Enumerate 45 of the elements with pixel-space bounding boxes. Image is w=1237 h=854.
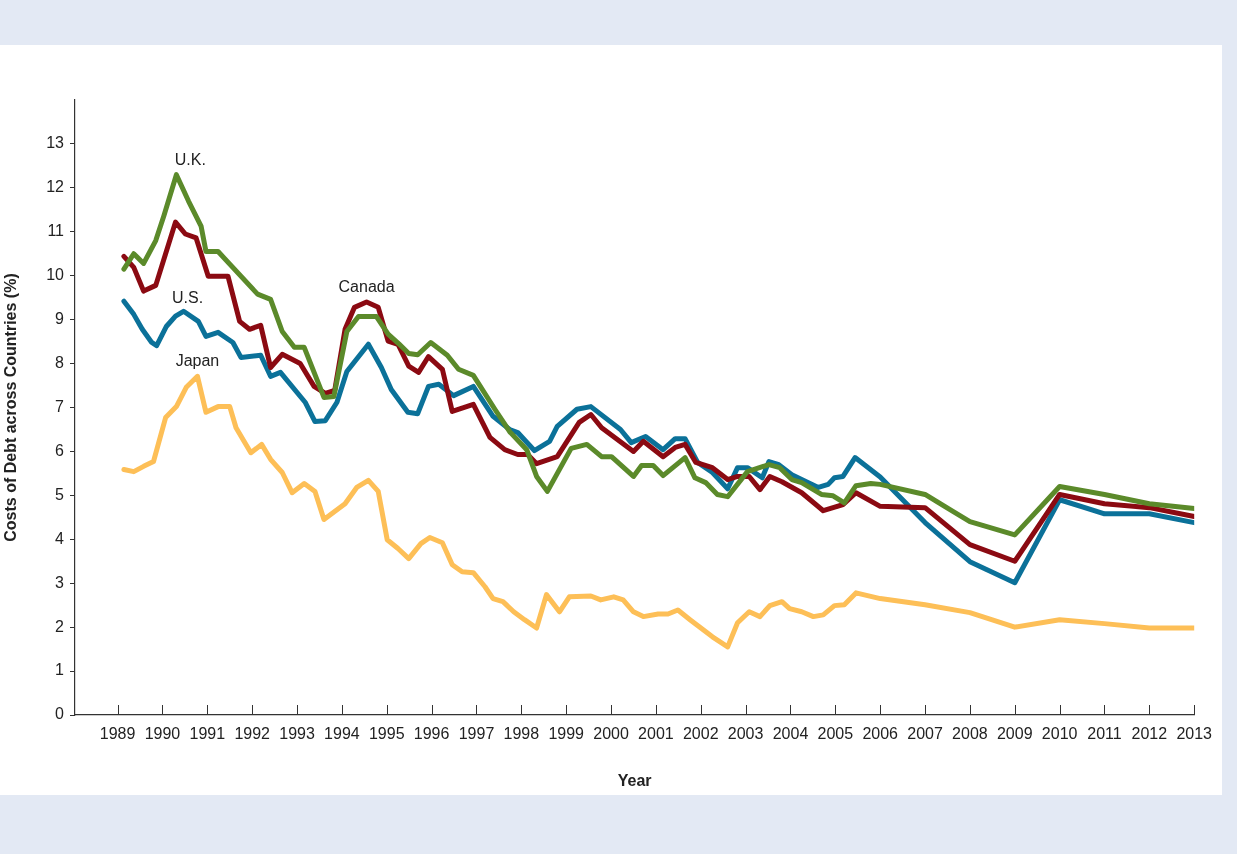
series-label: Canada xyxy=(338,278,395,296)
x-tick-label: 2004 xyxy=(772,725,809,743)
y-tick-label: 5 xyxy=(55,485,65,503)
x-tick-label: 2010 xyxy=(1041,725,1078,743)
x-tick-label: 2000 xyxy=(593,725,629,743)
series-label: U.K. xyxy=(174,151,206,169)
y-tick-label: 6 xyxy=(55,441,65,459)
x-tick-label: 2005 xyxy=(817,725,854,743)
x-tick-label: 1992 xyxy=(234,725,271,743)
y-tick-label: 7 xyxy=(55,397,65,415)
x-tick-label: 1995 xyxy=(368,725,405,743)
x-tick-label: 1998 xyxy=(503,725,540,743)
y-tick-label: 1 xyxy=(55,661,65,679)
x-tick-label: 2013 xyxy=(1176,725,1213,743)
y-tick-label: 2 xyxy=(55,617,65,635)
x-tick-label: 2008 xyxy=(952,725,988,743)
x-tick-label: 1997 xyxy=(458,725,495,743)
y-tick-label: 10 xyxy=(46,266,65,284)
x-tick-label: 2009 xyxy=(996,725,1033,743)
y-tick-label: 11 xyxy=(47,222,65,240)
y-tick-label: 13 xyxy=(46,134,65,152)
x-tick-label: 2003 xyxy=(727,725,764,743)
series-label: U.S. xyxy=(171,288,204,306)
x-tick-label: 2007 xyxy=(907,725,943,743)
y-tick-label: 3 xyxy=(55,573,65,591)
y-tick-label: 8 xyxy=(55,353,65,371)
x-tick-label: 1994 xyxy=(324,725,360,743)
x-tick-label: 1989 xyxy=(99,725,136,743)
series-label: Japan xyxy=(175,351,220,369)
x-tick-label: 1993 xyxy=(279,725,315,743)
y-tick-label: 4 xyxy=(55,529,65,547)
x-tick-label: 2006 xyxy=(862,725,899,743)
y-tick-label: 12 xyxy=(46,178,65,196)
y-axis-title: Costs of Debt across Countries (%) xyxy=(2,273,20,542)
x-tick-label: 1990 xyxy=(144,725,181,743)
x-tick-label: 2012 xyxy=(1131,725,1168,743)
x-tick-label: 2002 xyxy=(682,725,719,743)
x-tick-label: 2001 xyxy=(638,725,674,743)
x-tick-label: 1996 xyxy=(413,725,450,743)
x-tick-label: 1991 xyxy=(189,725,226,743)
y-tick-label: 9 xyxy=(55,310,65,328)
y-tick-label: 0 xyxy=(55,705,65,723)
x-tick-label: 1999 xyxy=(548,725,585,743)
x-axis-title: Year xyxy=(617,771,652,789)
x-tick-label: 2011 xyxy=(1087,725,1122,743)
